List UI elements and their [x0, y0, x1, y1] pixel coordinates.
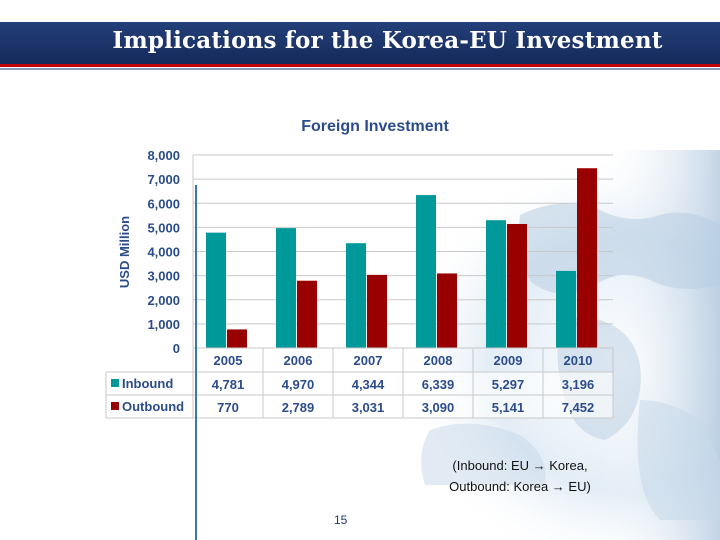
x-tick-label: 2009: [494, 353, 523, 368]
note-line-2: Outbound: Korea → EU): [449, 479, 591, 494]
chart-title: Foreign Investment: [301, 118, 449, 135]
header-band: [0, 0, 720, 70]
data-label-inbound: 4,781: [212, 377, 245, 392]
bar-inbound-2010: [556, 270, 576, 348]
data-label-inbound: 6,339: [422, 377, 455, 392]
data-label-outbound: 7,452: [562, 400, 595, 415]
x-tick-label: 2007: [354, 353, 383, 368]
bar-outbound-2006: [297, 280, 317, 348]
data-label-inbound: 4,344: [352, 377, 385, 392]
bar-inbound-2005: [206, 232, 226, 348]
legend-label-outbound: Outbound: [122, 399, 184, 414]
bar-outbound-2010: [577, 168, 597, 348]
y-tick-label: 1,000: [147, 317, 180, 332]
legend-swatch-inbound: [111, 379, 119, 387]
data-label-outbound: 3,090: [422, 400, 455, 415]
x-tick-label: 2006: [284, 353, 313, 368]
flow-note: (Inbound: EU → Korea, Outbound: Korea → …: [405, 455, 635, 497]
legend-label-inbound: Inbound: [122, 376, 173, 391]
y-tick-label: 2,000: [147, 293, 180, 308]
y-tick-label: 5,000: [147, 220, 180, 235]
note-line-1: (Inbound: EU → Korea,: [452, 458, 588, 473]
legend-swatch-outbound: [111, 402, 119, 410]
data-label-inbound: 4,970: [282, 377, 315, 392]
slide-title: Implications for the Korea-EU Investment: [112, 27, 663, 54]
x-tick-label: 2008: [424, 353, 453, 368]
x-tick-label: 2010: [564, 353, 593, 368]
bar-inbound-2006: [276, 228, 296, 348]
y-tick-label: 0: [173, 341, 180, 356]
data-label-inbound: 5,297: [492, 377, 525, 392]
vertical-accent-line: [195, 185, 197, 540]
bar-inbound-2007: [346, 243, 366, 348]
y-tick-label: 3,000: [147, 269, 180, 284]
y-axis-label: USD Million: [117, 216, 132, 288]
bar-outbound-2005: [227, 329, 247, 348]
bar-outbound-2008: [437, 273, 457, 348]
data-label-outbound: 3,031: [352, 400, 385, 415]
bar-inbound-2009: [486, 220, 506, 348]
data-label-outbound: 770: [217, 400, 239, 415]
x-tick-label: 2005: [214, 353, 243, 368]
y-tick-label: 7,000: [147, 172, 180, 187]
data-label-outbound: 2,789: [282, 400, 315, 415]
bar-outbound-2007: [367, 274, 387, 348]
y-tick-label: 8,000: [147, 148, 180, 163]
y-tick-label: 4,000: [147, 245, 180, 260]
data-label-outbound: 5,141: [492, 400, 525, 415]
y-tick-label: 6,000: [147, 196, 180, 211]
page-number: 15: [334, 513, 348, 527]
data-label-inbound: 3,196: [562, 377, 595, 392]
bar-inbound-2008: [416, 195, 436, 348]
bar-outbound-2009: [507, 223, 527, 348]
